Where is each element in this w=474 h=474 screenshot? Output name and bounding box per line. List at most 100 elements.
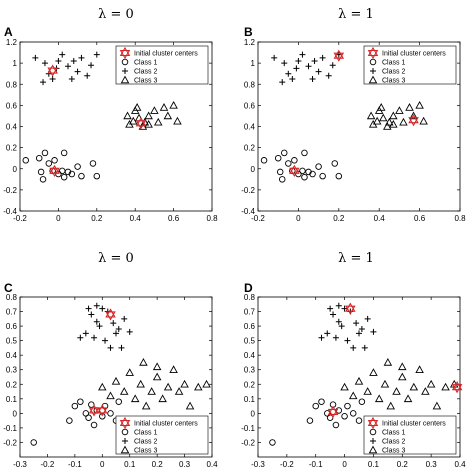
data-point-circle [335,407,343,414]
data-point-triangle [130,394,140,403]
data-point-circle [332,421,340,429]
data-point-triangle [150,106,159,114]
data-point-circle [66,417,73,424]
data-point-plus [88,62,95,69]
legend-marker-hexagram [367,46,379,60]
data-point-triangle [147,387,156,395]
data-point-plus [74,68,81,75]
y-tick-label: 0.6 [6,322,18,331]
data-point-plus [77,334,84,341]
data-point-triangle [152,362,162,371]
data-point-triangle [389,111,398,120]
legend-label: Class 2 [382,69,405,76]
data-point-circle [331,160,339,167]
data-point-triangle [415,365,424,373]
y-tick-label: -0.4 [3,207,17,216]
data-point-plus [281,60,288,67]
legend-marker-triangle [120,445,130,454]
data-point-triangle [173,116,182,125]
y-tick-label: 0.3 [244,366,256,375]
data-point-circle [45,160,53,167]
legend-marker-plus [370,68,376,74]
data-point-triangle [383,358,393,366]
data-point-triangle [132,103,142,111]
panel-title: λ = 1 [338,251,374,266]
data-point-triangle [415,100,424,109]
data-point-circle [349,410,357,417]
legend-box [115,45,209,85]
data-point-plus [55,58,62,65]
legend-label: Initial cluster centers [134,421,198,428]
data-point-circle [276,168,284,176]
data-point-circle [68,170,76,178]
panel-c: λ = 0 C -0.3 -0.2 -0.1 0 0.1 0.2 0.3 0.4 -0.2 -0.1 0… [3,251,218,469]
data-point-plus [96,323,103,330]
data-point-circle [301,173,308,181]
data-point-plus [49,75,56,82]
data-point-plus [293,65,300,72]
legend-marker-plus [122,68,128,74]
y-tick-label: 0 [13,165,18,174]
data-point-triangle [403,394,413,403]
y-tick-label: 0.7 [6,308,18,317]
x-tick-label: 0 [56,214,61,223]
y-tick-label: 0.8 [6,293,18,302]
data-point-circle [77,398,84,405]
x-tick-label: -0.3 [13,460,27,469]
data-point-circle [315,163,322,170]
data-point-circle [312,402,319,410]
data-point-plus [285,70,292,77]
y-tick-label: 0.4 [6,351,18,360]
legend-label: Class 3 [134,448,157,455]
x-tick-label: 0 [342,460,347,469]
panel-d: λ = 1 D -0.3 -0.2 -0.1 0 0.1 0.2 0.3 0.4 -0.2 -0.1 0… [241,251,466,469]
data-point-hexagram [88,404,100,417]
legend-marker-hexagram [367,416,379,430]
data-point-triangle [378,113,388,122]
y-tick-label: 0.2 [244,380,256,389]
y-tick-label: 1.2 [6,38,18,47]
data-point-circle [278,176,286,183]
data-point-plus [118,344,125,351]
data-point-circle [341,413,348,420]
data-point-circle [74,163,81,170]
data-point-plus [82,330,89,337]
data-point-triangle [202,379,211,388]
data-point-triangle [159,103,169,111]
legend-marker-triangle [368,445,378,454]
y-tick-label: 0.8 [244,80,256,89]
data-point-triangle [398,362,407,371]
y-tick-label: 0.2 [244,144,256,153]
y-tick-label: 0.8 [6,80,18,89]
y-tick-label: 0.7 [244,308,256,317]
data-point-plus [70,58,77,65]
y-tick-label: 0.3 [6,366,18,375]
data-point-triangle [163,382,173,391]
data-point-circle [39,176,47,183]
data-point-circle [358,398,366,405]
data-point-plus [107,344,114,351]
legend-marker-circle [369,428,377,436]
data-point-circle [274,154,282,162]
panel-label: C [4,281,13,295]
panel-title: λ = 1 [338,7,374,22]
data-point-plus [358,326,365,332]
x-tick-label: 0.6 [414,214,426,223]
panel-a: λ = 0A-0.2 0 0.2 0.4 0.6 0.8-0.4-0.200.20.40.… [3,7,218,223]
data-point-triangle [158,394,167,403]
data-point-plus [335,318,342,325]
x-tick-label: 0.3 [426,460,438,469]
x-tick-label: 0 [296,214,301,223]
x-tick-label: -0.1 [68,460,82,469]
data-point-plus [311,58,318,65]
data-point-hexagram [97,404,108,417]
data-point-triangle [169,365,178,373]
data-point-plus [332,334,339,341]
x-tick-label: -0.1 [309,460,323,469]
data-point-circle [299,167,306,175]
x-tick-label: 0.4 [206,460,218,469]
data-point-plus [93,318,100,325]
data-point-circle [93,172,101,180]
data-point-triangle [376,103,386,111]
